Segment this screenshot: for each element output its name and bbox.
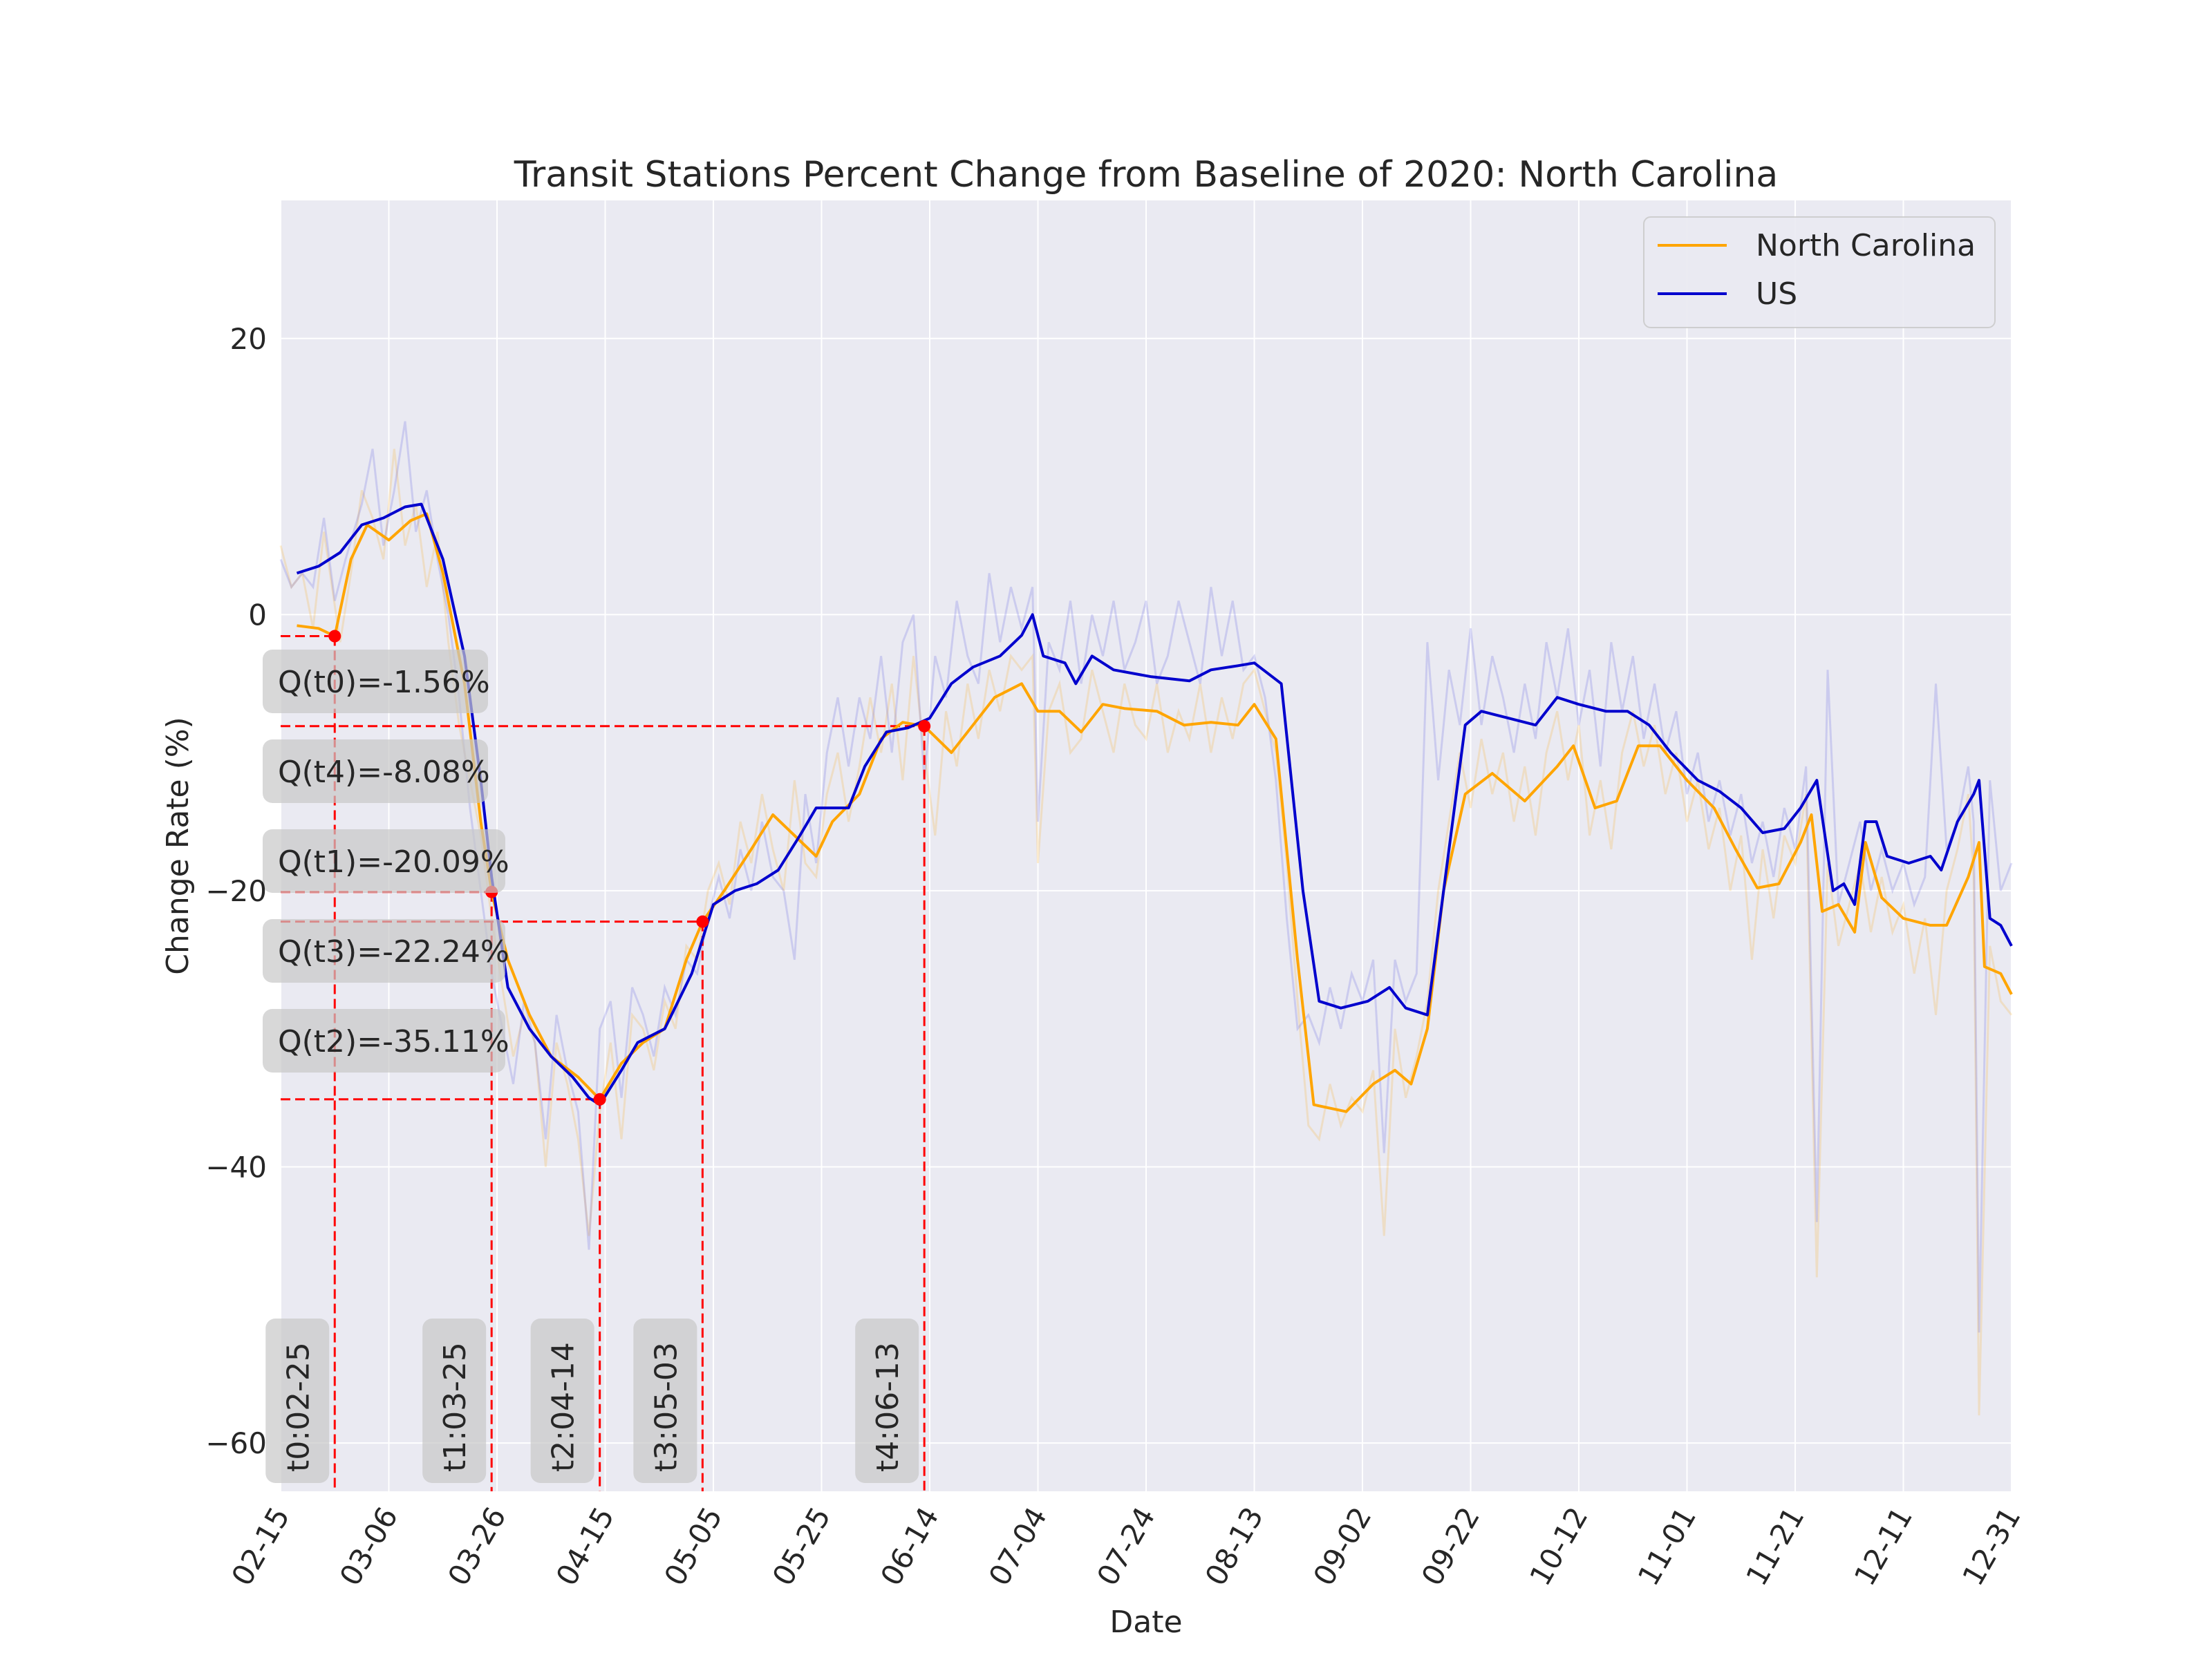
x-tick-label: 03-06	[333, 1502, 404, 1592]
value-label-box	[263, 919, 505, 983]
time-label-box	[855, 1319, 919, 1483]
y-tick-label: 20	[230, 322, 267, 356]
value-label: Q(t2)=-35.11%	[278, 1024, 509, 1059]
x-tick-label: 09-22	[1415, 1502, 1486, 1592]
time-label: t3:05-03	[648, 1342, 684, 1472]
time-label: t0:02-25	[281, 1342, 316, 1472]
x-tick-label: 11-01	[1631, 1502, 1703, 1592]
legend: North Carolina US	[1643, 216, 1996, 328]
x-tick-label: 05-25	[766, 1502, 837, 1592]
value-label-box	[263, 1009, 505, 1073]
y-tick-label: 0	[248, 598, 267, 632]
value-label: Q(t3)=-22.24%	[278, 934, 509, 970]
time-label-box	[530, 1319, 594, 1483]
chart-title: Transit Stations Percent Change from Bas…	[514, 154, 1779, 196]
value-label: Q(t1)=-20.09%	[278, 844, 509, 880]
marker-point	[593, 1093, 606, 1106]
x-tick-label: 10-12	[1523, 1502, 1594, 1592]
legend-label-us: US	[1756, 276, 1797, 312]
time-label: t2:04-14	[546, 1342, 581, 1472]
marker-point	[696, 915, 709, 928]
series-line	[297, 512, 2013, 1113]
x-tick-label: 12-11	[1848, 1502, 1919, 1592]
value-label: Q(t0)=-1.56%	[278, 665, 490, 700]
x-tick-label: 04-15	[550, 1502, 621, 1592]
value-label-box	[263, 829, 505, 893]
marker-labels: Q(t0)=-1.56% Q(t4)=-8.08% Q(t1)=-20.09% Q(t…	[263, 650, 919, 1483]
x-tick-label: 09-02	[1306, 1502, 1378, 1592]
x-tick-label: 07-24	[1090, 1502, 1161, 1592]
x-tick-label: 11-21	[1739, 1502, 1810, 1592]
y-tick-label: −40	[205, 1151, 267, 1184]
time-label: t1:03-25	[438, 1342, 473, 1472]
time-label: t4:06-13	[870, 1342, 906, 1472]
value-label-box	[263, 650, 488, 713]
x-tick-label: 12-31	[1956, 1502, 2027, 1592]
x-axis-label: Date	[1109, 1605, 1182, 1640]
legend-box	[1643, 216, 1996, 328]
grid-lines	[280, 200, 2012, 1491]
x-tick-label: 07-04	[982, 1502, 1053, 1592]
time-label-box	[265, 1319, 330, 1483]
x-tick-label: 03-26	[441, 1502, 512, 1592]
time-label-box	[422, 1319, 487, 1483]
value-label-box	[263, 739, 488, 803]
series-line	[296, 502, 2013, 1106]
x-tick-label: 06-14	[874, 1502, 945, 1592]
raw-series-line	[279, 421, 2013, 1333]
x-tick-label: 08-13	[1199, 1502, 1270, 1592]
value-label: Q(t4)=-8.08%	[278, 755, 490, 790]
time-label-box	[633, 1319, 697, 1483]
marker-point	[918, 719, 931, 733]
marker-point	[328, 630, 341, 643]
series-lines	[296, 502, 2013, 1113]
y-tick-label: −60	[205, 1426, 267, 1460]
x-tick-label: 02-15	[225, 1502, 296, 1592]
y-tick-label: −20	[205, 874, 267, 908]
y-axis-label: Change Rate (%)	[160, 717, 196, 974]
x-tick-label: 05-05	[657, 1502, 729, 1592]
legend-label-north-carolina: North Carolina	[1756, 228, 1976, 263]
